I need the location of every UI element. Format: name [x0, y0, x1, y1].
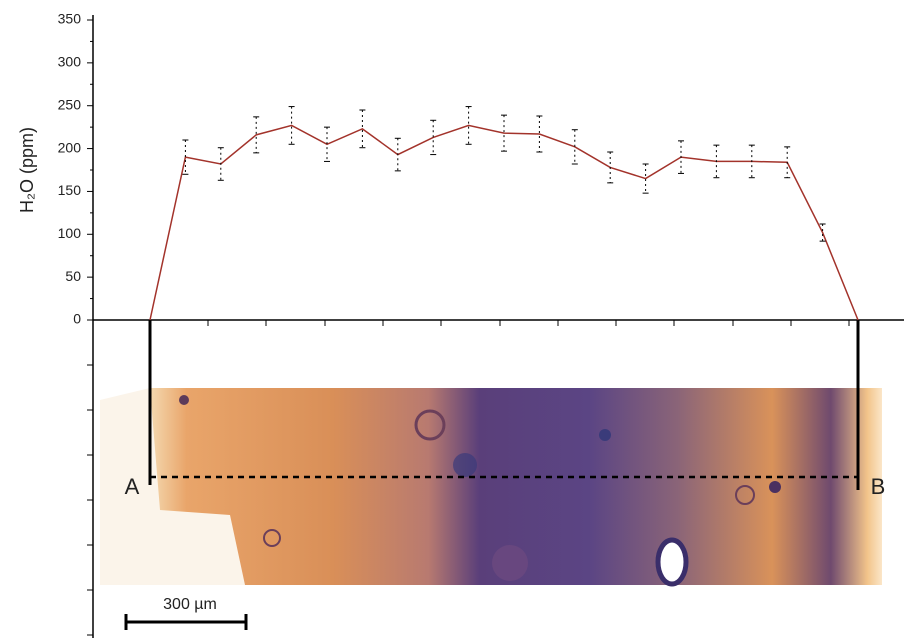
error-bar	[607, 151, 614, 184]
data-line	[149, 124, 859, 321]
error-bar	[501, 114, 507, 152]
error-bar	[713, 144, 720, 179]
error-bar	[784, 146, 791, 179]
y-tick-label: 50	[65, 268, 81, 284]
error-bar	[217, 147, 224, 181]
error-bar	[430, 119, 437, 156]
scale-bar-label: 300 µm	[163, 596, 217, 613]
start-label: A	[125, 474, 140, 499]
error-bar	[465, 106, 472, 145]
error-bar	[571, 129, 578, 165]
error-bar	[394, 137, 401, 172]
error-bar	[536, 115, 543, 153]
y-tick-label: 200	[58, 139, 82, 155]
error-bar	[678, 140, 684, 174]
error-bar	[324, 126, 330, 162]
micrograph	[100, 388, 882, 587]
error-bar	[819, 223, 826, 242]
error-bar	[288, 106, 295, 145]
y-tick-label: 150	[58, 182, 82, 198]
end-label: B	[871, 474, 886, 499]
error-bar	[642, 163, 649, 194]
y-tick-label: 350	[58, 11, 82, 27]
y-tick-label: 100	[58, 225, 82, 241]
lower-axis-ticks	[87, 364, 93, 636]
error-bar	[182, 139, 189, 175]
y-tick-label: 250	[58, 96, 82, 112]
y-tick-label: 0	[73, 311, 81, 327]
x-axis-ticks	[149, 320, 850, 326]
error-bar	[748, 144, 755, 179]
y-axis-title: H₂O (ppm)	[17, 127, 37, 213]
error-bar	[359, 109, 366, 149]
error-bar	[253, 116, 260, 154]
y-tick-label: 300	[58, 54, 82, 70]
